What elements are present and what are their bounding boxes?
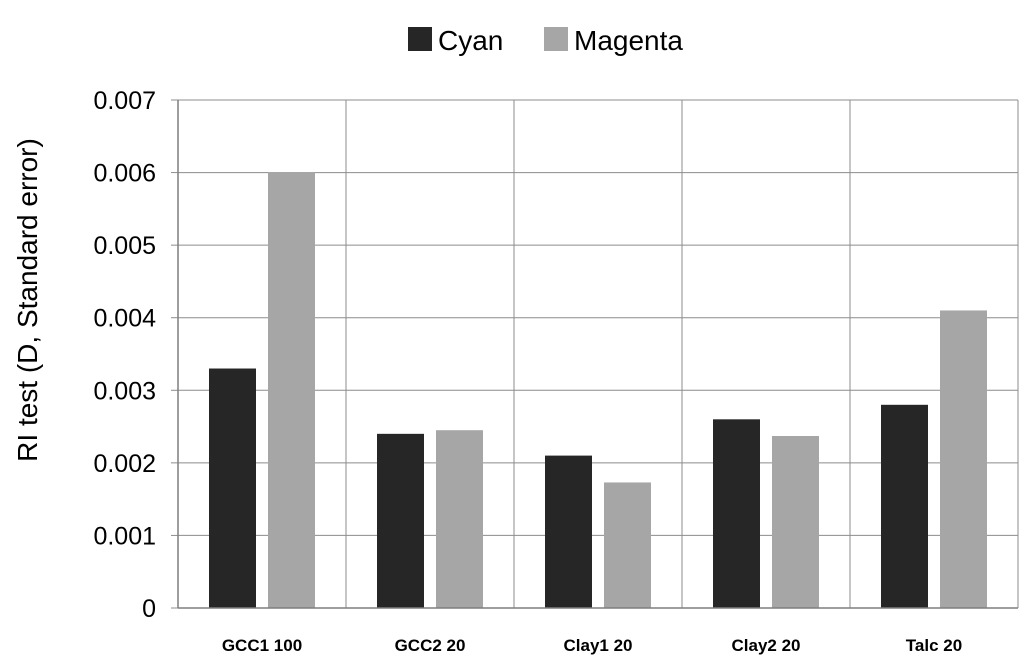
y-axis-title: RI test (D, Standard error) [12,138,43,462]
y-tick-label: 0.001 [93,522,156,550]
gridlines [178,99,1019,609]
bar-cyan-gcc1-100 [209,368,256,608]
bar-cyan-gcc2-20 [377,433,424,608]
bar-magenta-talc-20 [940,310,987,608]
bars [209,172,987,609]
x-tick-label: Talc 20 [906,636,962,655]
bar-magenta-gcc1-100 [268,172,315,609]
bar-cyan-clay1-20 [545,455,592,608]
legend-label-magenta: Magenta [574,25,683,56]
x-tick-label: Clay1 20 [564,636,633,655]
x-axis-labels: GCC1 100 GCC2 20 Clay1 20 Clay2 20 Talc 20 [222,636,962,655]
axes [177,100,1018,609]
y-tick-label: 0.004 [93,305,156,333]
y-tick-label: 0.002 [93,450,156,478]
legend-swatch-cyan [408,27,432,51]
x-tick-label: GCC1 100 [222,636,302,655]
legend-label-cyan: Cyan [438,25,503,56]
y-tick-label: 0.005 [93,232,156,260]
legend-swatch-magenta [544,27,568,51]
x-tick-label: Clay2 20 [732,636,801,655]
y-tick-label: 0.007 [93,87,156,115]
y-tick-label: 0.003 [93,377,156,405]
bar-magenta-clay2-20 [772,436,819,608]
y-tick-label: 0.006 [93,160,156,188]
legend: Cyan Magenta [408,25,683,56]
bar-cyan-clay2-20 [713,419,760,608]
y-tick-label: 0 [142,595,156,623]
x-tick-label: GCC2 20 [395,636,466,655]
bar-magenta-clay1-20 [604,482,651,608]
y-axis-ticks: 0 0.001 0.002 0.003 0.004 0.005 0.006 0.007 [93,87,178,623]
bar-cyan-talc-20 [881,404,928,608]
bar-magenta-gcc2-20 [436,430,483,608]
